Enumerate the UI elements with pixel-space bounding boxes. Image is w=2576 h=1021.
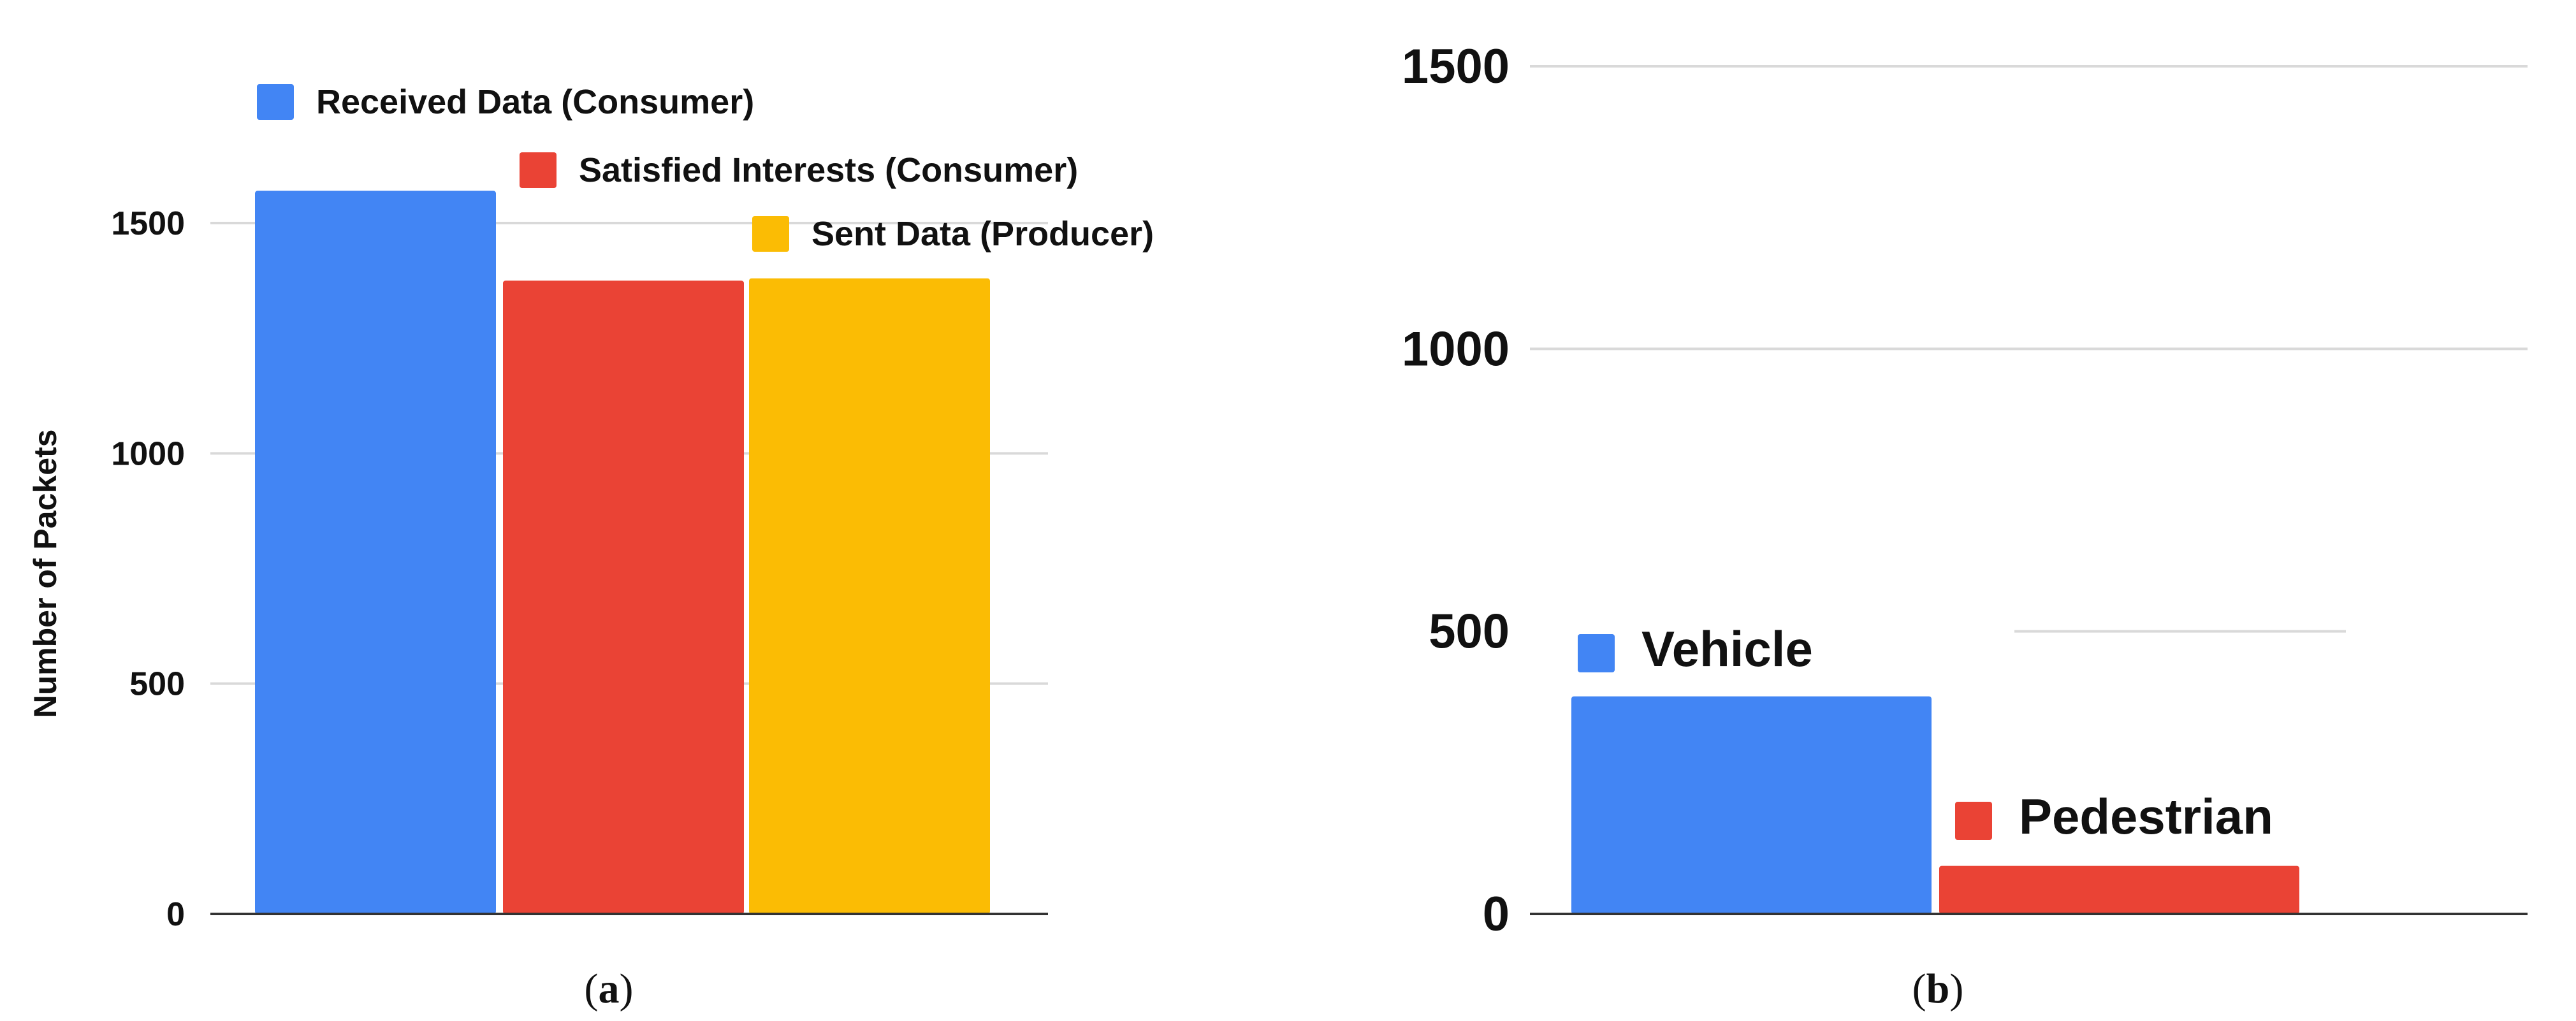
a-bar	[749, 278, 990, 915]
a-caption: (a)	[585, 966, 634, 1012]
b-legend-label: Vehicle	[1641, 621, 1813, 677]
a-y-tick-label: 500	[129, 666, 185, 703]
a-legend-label: Sent Data (Producer)	[811, 215, 1154, 253]
a-legend-swatch	[520, 152, 557, 188]
a-legend-swatch	[257, 84, 294, 120]
a-bar	[255, 191, 496, 914]
a-y-axis-label: Number of Packets	[27, 430, 63, 718]
b-legend-label: Pedestrian	[2019, 788, 2273, 844]
a-y-tick-label: 1500	[111, 205, 185, 242]
b-caption: (b)	[1912, 966, 1964, 1012]
b-y-tick-label: 500	[1429, 605, 1510, 659]
a-bar	[503, 280, 744, 914]
b-legend-swatch	[1578, 634, 1615, 672]
a-y-tick-label: 0	[166, 896, 185, 933]
chart-a: 0 500 1000 1500 Number of Packets Received …	[27, 83, 1154, 1012]
a-y-tick-label: 1000	[111, 435, 185, 472]
b-y-tick-label: 1000	[1402, 322, 1510, 376]
b-y-tick-label: 1500	[1402, 40, 1510, 94]
chart-b: 0 500 1000 1500 Vehicle Pedestrian (b)	[1402, 40, 2528, 1012]
a-legend-label: Received Data (Consumer)	[316, 83, 754, 121]
b-bar	[1571, 696, 1932, 914]
b-legend-swatch	[1955, 802, 1992, 840]
b-bar	[1939, 865, 2299, 914]
a-legend-swatch	[752, 216, 789, 252]
b-y-tick-label: 0	[1483, 887, 1510, 941]
a-legend-label: Satisfied Interests (Consumer)	[579, 151, 1078, 189]
